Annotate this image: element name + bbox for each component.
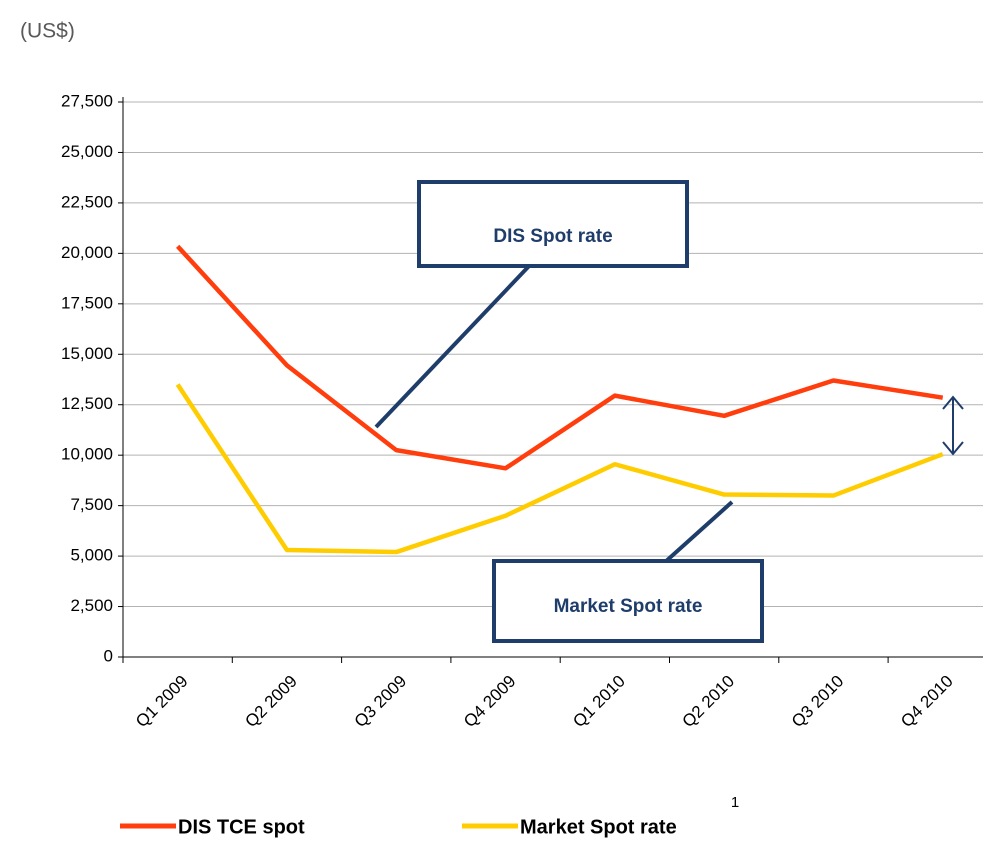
series-line <box>175 244 944 471</box>
y-tick-label: 15,000 <box>61 344 113 363</box>
y-tick-label: 10,000 <box>61 445 113 464</box>
series-line <box>175 383 944 555</box>
y-tick-label: 27,500 <box>61 91 113 110</box>
x-tick-label: Q2 2009 <box>241 672 301 732</box>
footnote: 1 <box>731 794 739 811</box>
pointer <box>374 263 532 429</box>
y-tick-label: 5,000 <box>70 546 113 565</box>
x-tick-label: Q1 2009 <box>132 672 192 732</box>
annotation-box <box>492 559 764 643</box>
y-tick-label: 25,000 <box>61 142 113 161</box>
x-tick-label: Q4 2010 <box>897 672 957 732</box>
annotation: Market Spot rate <box>554 596 703 617</box>
gap-arrow <box>942 395 964 456</box>
y-tick-label: 22,500 <box>61 192 113 211</box>
annotation: DIS Spot rate <box>493 226 612 247</box>
pointer <box>662 500 734 565</box>
x-tick-label: Q1 2010 <box>569 672 629 732</box>
y-tick-label: 20,000 <box>61 243 113 262</box>
unit-label: (US$) <box>20 20 75 43</box>
x-tick-label: Q3 2010 <box>788 672 848 732</box>
y-tick-label: 17,500 <box>61 293 113 312</box>
legend-label: DIS TCE spot <box>178 816 305 838</box>
y-tick-label: 7,500 <box>70 495 113 514</box>
x-tick-label: Q2 2010 <box>679 672 739 732</box>
x-tick-label: Q3 2009 <box>351 672 411 732</box>
y-tick-label: 0 <box>104 646 113 665</box>
y-tick-label: 12,500 <box>61 394 113 413</box>
y-tick-label: 2,500 <box>70 596 113 615</box>
legend-label: Market Spot rate <box>520 816 677 838</box>
annotation-box <box>417 180 689 268</box>
x-tick-label: Q4 2009 <box>460 672 520 732</box>
